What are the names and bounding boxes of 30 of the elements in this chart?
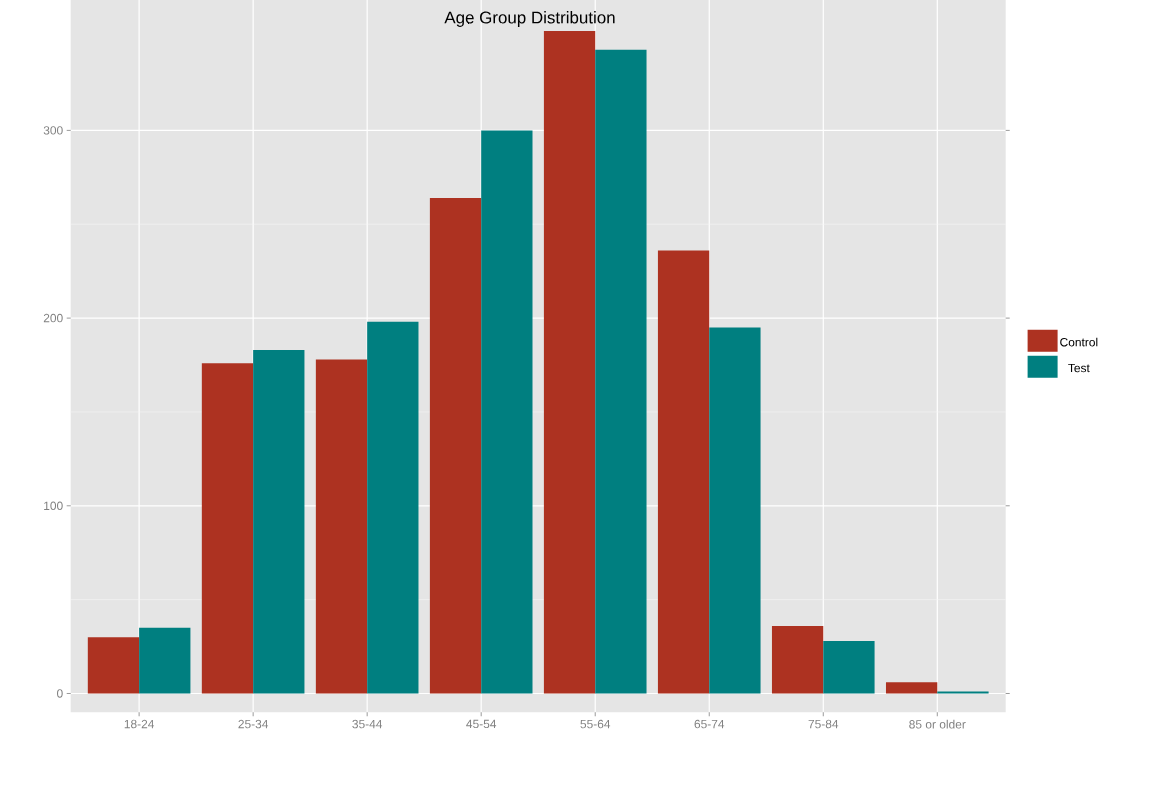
legend-label: Control [1060,337,1098,347]
bar [709,327,761,694]
bar [87,637,140,694]
x-tick-label: 85 or older [909,719,966,729]
y-tick-label: 0 [57,689,63,698]
x-tick-label: 45-54 [466,719,497,729]
bar [771,625,824,694]
bar [823,640,875,694]
text: Age Group Distribution [444,11,615,27]
x-tick-label: 18-24 [124,719,155,729]
bar [543,30,596,694]
bar [367,321,419,694]
x-tick-label: 35-44 [352,719,383,729]
x-tick-label: 75-84 [808,719,839,729]
bar [139,627,191,694]
x-tick-label: 25-34 [238,719,269,729]
bar [201,363,254,694]
legend-label: Test [1068,363,1090,373]
bar [253,350,305,694]
bar [429,197,482,694]
bar [595,49,647,694]
bar [657,250,710,694]
y-tick-label: 300 [43,126,63,135]
x-tick-label: 65-74 [694,719,725,729]
bar [481,130,533,694]
x-tick-label: 55-64 [580,719,611,729]
bar [315,359,368,694]
y-tick-label: 100 [44,501,63,511]
bar [885,682,938,694]
y-tick-label: 200 [43,313,63,323]
